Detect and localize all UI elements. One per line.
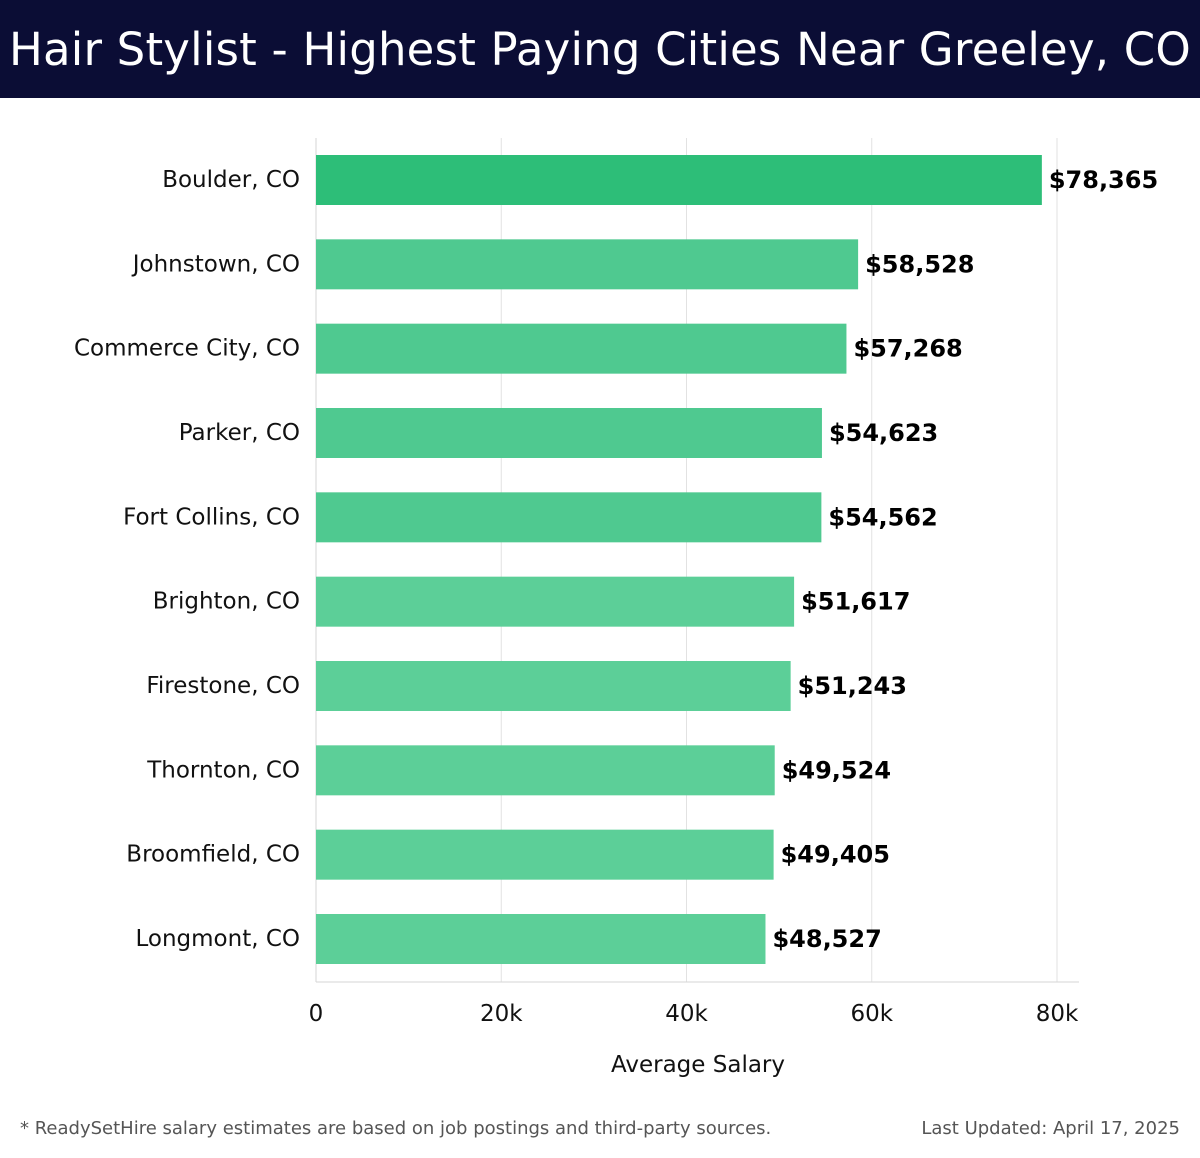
category-label: Commerce City, CO <box>74 336 300 362</box>
x-tick-label: 80k <box>1036 1001 1079 1027</box>
category-label: Brighton, CO <box>153 589 300 615</box>
value-label: $78,365 <box>1049 166 1158 194</box>
value-label: $58,528 <box>865 250 974 278</box>
x-tick-label: 20k <box>480 1001 523 1027</box>
x-axis-title: Average Salary <box>611 1052 785 1078</box>
bar <box>316 492 822 543</box>
value-label: $54,623 <box>829 419 938 447</box>
category-label: Parker, CO <box>179 420 300 446</box>
category-label: Thornton, CO <box>146 757 300 783</box>
value-label: $54,562 <box>828 503 937 531</box>
category-label: Firestone, CO <box>146 673 300 699</box>
category-label: Broomfield, CO <box>126 842 300 868</box>
bar <box>316 408 822 458</box>
value-label: $51,243 <box>798 672 907 700</box>
bar <box>316 745 775 796</box>
value-label: $49,524 <box>782 756 891 784</box>
category-label: Fort Collins, CO <box>123 504 300 530</box>
value-label: $57,268 <box>853 335 962 363</box>
bar <box>316 323 847 374</box>
bar <box>316 155 1042 205</box>
chart-header: Hair Stylist - Highest Paying Cities Nea… <box>0 0 1200 98</box>
category-label: Boulder, CO <box>162 167 300 193</box>
value-label: $49,405 <box>781 841 890 869</box>
x-tick-label: 60k <box>850 1001 893 1027</box>
bar <box>316 239 859 290</box>
bar <box>316 576 795 627</box>
x-tick-label: 40k <box>665 1001 708 1027</box>
bar <box>316 829 774 880</box>
last-updated: Last Updated: April 17, 2025 <box>921 1118 1180 1139</box>
category-label: Longmont, CO <box>135 926 300 952</box>
chart-title: Hair Stylist - Highest Paying Cities Nea… <box>8 22 1192 76</box>
salary-bar-chart: Boulder, CO $78,365 Johnstown, CO $58,528 Co… <box>74 138 1158 1078</box>
x-tick-label: 0 <box>309 1001 324 1027</box>
value-label: $48,527 <box>772 925 881 953</box>
value-label: $51,617 <box>801 588 910 616</box>
bar <box>316 661 791 711</box>
category-label: Johnstown, CO <box>131 251 300 277</box>
bar <box>316 914 766 964</box>
footer-note: * ReadySetHire salary estimates are base… <box>20 1118 772 1139</box>
